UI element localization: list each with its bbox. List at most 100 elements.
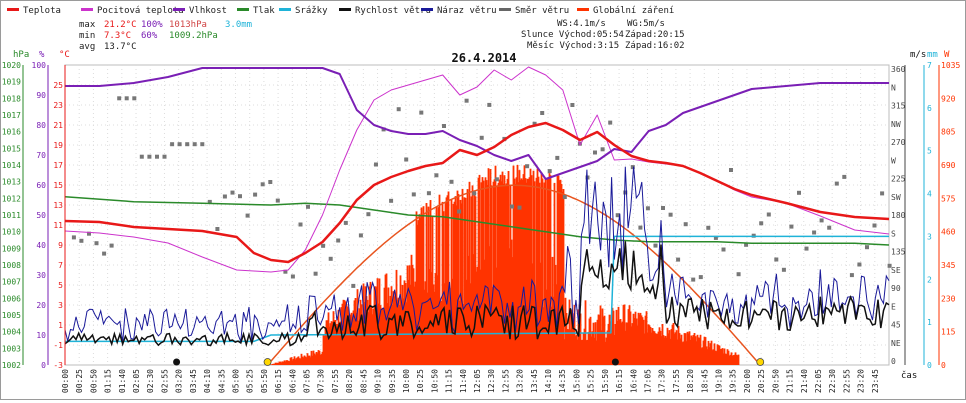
pct-tick-label: 0	[41, 361, 46, 370]
hpa-tick-label: 1006	[2, 294, 21, 303]
wind-dir-point	[329, 257, 333, 261]
unit-w: W	[944, 50, 950, 60]
direction-tick-label: 270	[891, 138, 906, 147]
time-tick-label: 22:05	[814, 369, 823, 393]
w-tick-label: 230	[941, 294, 956, 303]
wind-dir-point	[200, 142, 204, 146]
legend-swatch	[339, 8, 351, 11]
time-tick-label: 00:25	[75, 369, 84, 393]
time-tick-label: 17:30	[658, 369, 667, 393]
time-tick-label: 12:30	[487, 369, 496, 393]
legend-item: Rychlost větru	[355, 6, 431, 16]
mm-tick-label: 5	[927, 147, 932, 156]
wind-dir-point	[178, 142, 182, 146]
pct-tick-label: 40	[36, 241, 46, 250]
wind-dir-point	[231, 191, 235, 195]
legend-swatch	[421, 8, 433, 11]
info-moon: Měsíc Východ:3:15	[527, 41, 619, 51]
wind-dir-point	[593, 151, 597, 155]
wind-dir-point	[366, 212, 370, 216]
wind-dir-point	[223, 195, 227, 199]
wind-dir-point	[827, 226, 831, 230]
mm-tick-label: 4	[927, 190, 932, 199]
time-tick-label: 06:15	[274, 369, 283, 393]
hpa-tick-label: 1012	[2, 194, 21, 203]
time-tick-label: 05:50	[260, 369, 269, 393]
time-tick-label: 03:20	[175, 369, 184, 393]
w-tick-label: 460	[941, 228, 956, 237]
wind-dir-point	[782, 268, 786, 272]
pct-tick-label: 80	[36, 121, 46, 130]
c-tick-label: 19	[53, 141, 63, 150]
wind-dir-point	[253, 193, 257, 197]
hpa-tick-label: 1014	[2, 161, 21, 170]
wind-dir-point	[299, 223, 303, 227]
time-tick-label: 16:15	[615, 369, 624, 393]
wind-dir-point	[472, 191, 476, 195]
legend-swatch	[173, 8, 185, 11]
c-tick-label: -3	[53, 361, 63, 370]
wind-dir-point	[774, 258, 778, 262]
direction-tick-label: SW	[891, 193, 901, 202]
direction-tick-label: 360	[891, 65, 906, 74]
hpa-tick-label: 1016	[2, 128, 21, 137]
wind-dir-point	[850, 273, 854, 277]
wind-dir-point	[495, 177, 499, 181]
wind-dir-point	[442, 124, 446, 128]
legend-item: Teplota	[23, 6, 61, 16]
summary-avg-label: avg	[79, 42, 95, 52]
summary-max-press: 1013hPa	[169, 20, 207, 30]
chart-title: 26.4.2014	[451, 51, 516, 65]
wind-dir-point	[684, 222, 688, 226]
wind-dir-point	[661, 206, 665, 210]
c-tick-label: 7	[58, 261, 63, 270]
hpa-tick-label: 1018	[2, 94, 21, 103]
mm-tick-label: 6	[927, 104, 932, 113]
time-tick-label: 06:40	[288, 369, 297, 393]
wind-dir-point	[548, 169, 552, 173]
legend-swatch	[577, 8, 589, 11]
hpa-tick-label: 1009	[2, 244, 21, 253]
direction-tick-label: SE	[891, 266, 901, 275]
legend-item: Srážky	[295, 6, 328, 16]
mm-tick-label: 2	[927, 275, 932, 284]
time-tick-label: 20:50	[771, 369, 780, 393]
time-tick-label: 12:55	[501, 369, 510, 393]
wind-dir-point	[306, 205, 310, 209]
mm-tick-label: 1	[927, 318, 932, 327]
pct-tick-label: 60	[36, 181, 46, 190]
direction-tick-label: 45	[891, 321, 901, 330]
mm-tick-label: 7	[927, 61, 932, 70]
c-tick-label: 13	[53, 201, 63, 210]
time-tick-label: 21:40	[800, 369, 809, 393]
legend-item: Náraz větru	[437, 6, 497, 16]
wind-dir-point	[880, 191, 884, 195]
summary-min-press: 1009.2hPa	[169, 31, 218, 41]
wind-dir-point	[570, 103, 574, 107]
legend-item: Tlak	[253, 6, 275, 16]
time-tick-label: 10:25	[416, 369, 425, 393]
time-tick-label: 02:55	[160, 369, 169, 393]
summary-max-hum: 100%	[141, 20, 163, 30]
summary-min-temp: 7.3°C	[104, 31, 131, 41]
wind-dir-point	[729, 168, 733, 172]
w-tick-label: 345	[941, 261, 956, 270]
wind-dir-point	[646, 206, 650, 210]
summary-max-temp: 21.2°C	[104, 20, 137, 30]
mm-tick-label: 3	[927, 232, 932, 241]
direction-tick-label: E	[891, 302, 896, 311]
wind-dir-point	[797, 191, 801, 195]
time-tick-label: 01:40	[118, 369, 127, 393]
wind-dir-point	[857, 263, 861, 267]
legend-item: Směr větru	[515, 6, 569, 16]
moonrise-marker	[173, 359, 180, 366]
hpa-tick-label: 1007	[2, 278, 21, 287]
wind-dir-point	[344, 221, 348, 225]
info-moon-set: Západ:16:02	[625, 41, 685, 51]
time-tick-label: 23:20	[857, 369, 866, 393]
wind-dir-point	[480, 136, 484, 140]
direction-tick-label: S	[891, 229, 896, 238]
wind-dir-point	[404, 158, 408, 162]
unit-hpa: hPa	[13, 50, 29, 60]
